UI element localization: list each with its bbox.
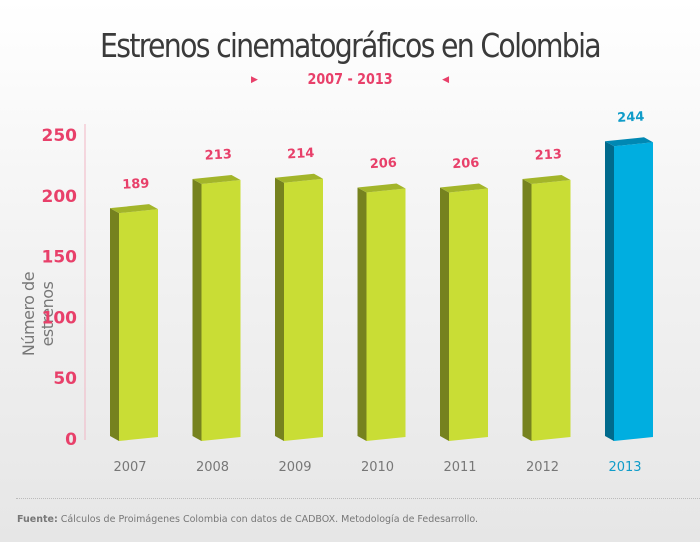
bar-front: [119, 209, 158, 441]
chart-title: Estrenos cinematográficos en Colombia: [100, 26, 602, 65]
y-tick-label: 250: [42, 126, 78, 146]
bar-top: [440, 183, 488, 193]
bar-side: [275, 177, 284, 441]
x-tick-label: 2013: [608, 460, 641, 475]
y-tick-label: 50: [53, 369, 77, 389]
bar-front: [366, 188, 406, 441]
bar-value-label: 213: [204, 147, 232, 163]
bar-top: [275, 173, 323, 183]
bar-top: [605, 137, 653, 147]
x-tick-label: 2010: [361, 460, 394, 475]
x-tick-label: 2007: [113, 460, 146, 475]
bar-value-label: 206: [369, 156, 397, 172]
bar-front: [531, 179, 571, 441]
bar-top: [110, 204, 158, 214]
bar-top: [192, 174, 241, 184]
bar-front: [614, 142, 653, 441]
bar-side: [605, 141, 614, 441]
source-note: Fuente: Cálculos de Proimágenes Colombia…: [17, 514, 478, 525]
chart-subtitle: 2007 - 2013: [307, 70, 393, 88]
y-tick-label: 0: [65, 430, 77, 450]
source-divider: [16, 498, 700, 499]
bar-front: [201, 179, 241, 441]
bar-top: [357, 183, 406, 193]
bar-side: [110, 208, 119, 441]
arrow-left-icon: ◀: [442, 74, 449, 85]
source-text: Cálculos de Proimágenes Colombia con dat…: [57, 514, 479, 525]
bar-side: [440, 187, 449, 441]
source-label: Fuente:: [17, 514, 58, 525]
chart-subtitle-row: ▶ 2007 - 2013 ◀: [0, 70, 700, 88]
x-tick-label: 2012: [526, 460, 559, 475]
y-tick-label: 100: [42, 308, 78, 328]
arrow-right-icon: ▶: [250, 74, 258, 85]
bar-top: [522, 174, 571, 184]
bar-value-label: 213: [534, 147, 562, 163]
bar-front: [284, 178, 323, 441]
y-tick-label: 200: [42, 187, 78, 207]
bar-value-label: 244: [617, 109, 645, 125]
x-tick-label: 2008: [196, 460, 229, 475]
bar-value-label: 214: [287, 146, 315, 162]
bar-front: [449, 188, 488, 441]
y-tick-label: 150: [42, 248, 78, 268]
x-tick-label: 2011: [443, 460, 476, 475]
bar-value-label: 206: [452, 156, 480, 172]
bar-side: [522, 178, 532, 441]
bar-side: [357, 187, 367, 441]
x-tick-label: 2009: [278, 460, 311, 475]
bar-side: [192, 178, 202, 441]
bar-value-label: 189: [122, 176, 150, 192]
